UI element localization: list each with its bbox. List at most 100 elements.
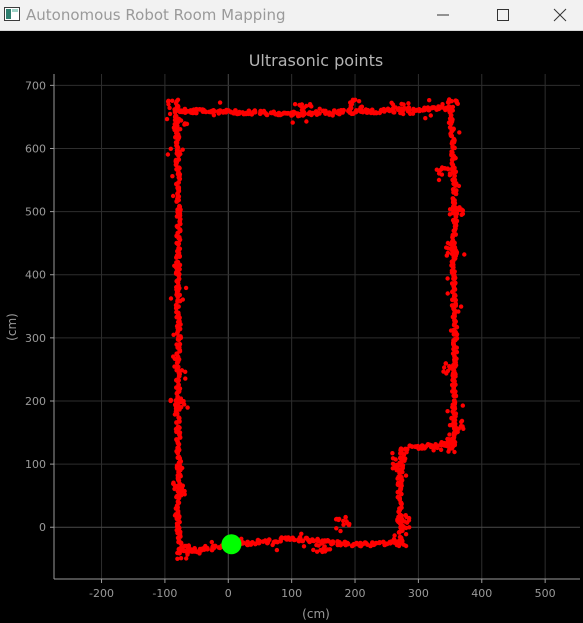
ultrasonic-point	[185, 544, 190, 549]
ultrasonic-point	[459, 419, 464, 425]
ultrasonic-point	[175, 364, 181, 370]
ultrasonic-point	[441, 440, 447, 446]
ultrasonic-point	[322, 544, 327, 549]
ultrasonic-point	[172, 263, 177, 268]
ultrasonic-point	[176, 377, 182, 383]
axes	[53, 74, 580, 580]
ultrasonic-point	[402, 519, 407, 524]
ultrasonic-point	[396, 467, 402, 472]
ultrasonic-point	[450, 144, 456, 150]
ultrasonic-point	[350, 97, 356, 103]
ultrasonic-point	[427, 98, 432, 103]
ultrasonic-point	[453, 421, 458, 426]
ultrasonic-point	[454, 349, 460, 355]
ultrasonic-point	[449, 161, 455, 166]
ultrasonic-point	[203, 109, 209, 115]
ultrasonic-point	[197, 546, 203, 552]
ultrasonic-point	[341, 522, 346, 527]
x-tick-label: 300	[408, 587, 429, 600]
ultrasonic-point	[217, 100, 223, 105]
ultrasonic-point	[440, 102, 445, 107]
ultrasonic-point	[323, 111, 328, 116]
ultrasonic-point	[183, 285, 189, 291]
ultrasonic-point	[450, 248, 455, 254]
ultrasonic-point	[304, 103, 309, 109]
ultrasonic-point	[185, 405, 190, 410]
ultrasonic-point	[446, 449, 451, 454]
ultrasonic-point	[452, 209, 458, 215]
ultrasonic-point	[390, 456, 396, 461]
ultrasonic-point	[442, 365, 447, 370]
ultrasonic-point	[260, 539, 266, 544]
ultrasonic-point	[170, 193, 176, 199]
ultrasonic-point	[453, 98, 458, 103]
app-window-icon	[4, 7, 20, 21]
ultrasonic-point	[392, 110, 397, 115]
ultrasonic-point	[171, 125, 177, 130]
ultrasonic-point	[458, 304, 464, 309]
ultrasonic-point	[167, 111, 173, 117]
ultrasonic-point	[403, 532, 409, 537]
ultrasonic-point	[299, 107, 305, 113]
ultrasonic-point	[401, 111, 406, 117]
ultrasonic-point	[400, 458, 405, 464]
ultrasonic-point	[343, 515, 348, 520]
title-bar[interactable]: Autonomous Robot Room Mapping	[0, 0, 583, 31]
ultrasonic-point	[403, 473, 409, 478]
ultrasonic-point	[290, 120, 295, 125]
ultrasonic-point	[181, 399, 186, 404]
ultrasonic-point	[334, 526, 339, 531]
ultrasonic-point	[311, 547, 316, 553]
robot-position-marker	[221, 534, 242, 555]
tick-labels: -200 -100 0 100 200 300 400 500 0 100 200 300 400 500…	[25, 79, 556, 600]
ultrasonic-point	[338, 528, 343, 534]
ultrasonic-point	[174, 309, 179, 315]
ultrasonic-plot[interactable]: -200 -100 0 100 200 300 400 500 0 100 200 300 400 500…	[0, 31, 583, 623]
y-tick-label: 300	[25, 332, 46, 345]
ultrasonic-point	[175, 556, 180, 561]
ultrasonic-point	[165, 99, 171, 104]
ultrasonic-point	[182, 488, 187, 494]
ultrasonic-point	[175, 445, 181, 451]
ultrasonic-point	[309, 104, 314, 109]
ultrasonic-point	[325, 538, 330, 543]
close-button[interactable]	[537, 0, 583, 30]
ultrasonic-point	[406, 518, 412, 523]
ultrasonic-point	[176, 165, 182, 171]
ultrasonic-point	[298, 111, 303, 117]
ultrasonic-point	[396, 106, 401, 111]
ultrasonic-point	[460, 403, 465, 408]
ultrasonic-point	[428, 113, 433, 118]
ultrasonic-point	[172, 117, 178, 123]
ultrasonic-point	[177, 246, 183, 252]
ultrasonic-point	[317, 106, 322, 112]
ultrasonic-point	[450, 244, 456, 250]
ultrasonic-point	[445, 409, 450, 414]
ultrasonic-point	[451, 228, 457, 234]
y-tick-label: 0	[39, 521, 46, 534]
ultrasonic-point	[341, 518, 346, 524]
ultrasonic-point	[264, 112, 270, 118]
maximize-icon	[497, 9, 509, 21]
ultrasonic-point	[402, 105, 407, 111]
ultrasonic-point	[284, 111, 290, 116]
ultrasonic-point	[403, 543, 409, 549]
ultrasonic-point	[446, 99, 452, 105]
maximize-button[interactable]	[480, 0, 526, 30]
y-tick-label: 600	[25, 142, 46, 155]
x-tick-label: -100	[152, 587, 177, 600]
ultrasonic-point	[373, 110, 379, 116]
ultrasonic-point	[171, 332, 176, 337]
ultrasonic-point	[400, 464, 405, 469]
ultrasonic-point	[171, 480, 176, 485]
minimize-button[interactable]	[420, 0, 466, 30]
ultrasonic-point	[177, 203, 182, 209]
ultrasonic-point	[176, 546, 181, 552]
ultrasonic-point	[457, 130, 462, 135]
ultrasonic-point	[451, 276, 456, 282]
ultrasonic-point	[402, 446, 408, 452]
ultrasonic-point	[176, 460, 182, 466]
x-tick-label: 500	[535, 587, 556, 600]
ultrasonic-point	[436, 177, 442, 183]
ultrasonic-point	[407, 443, 413, 449]
